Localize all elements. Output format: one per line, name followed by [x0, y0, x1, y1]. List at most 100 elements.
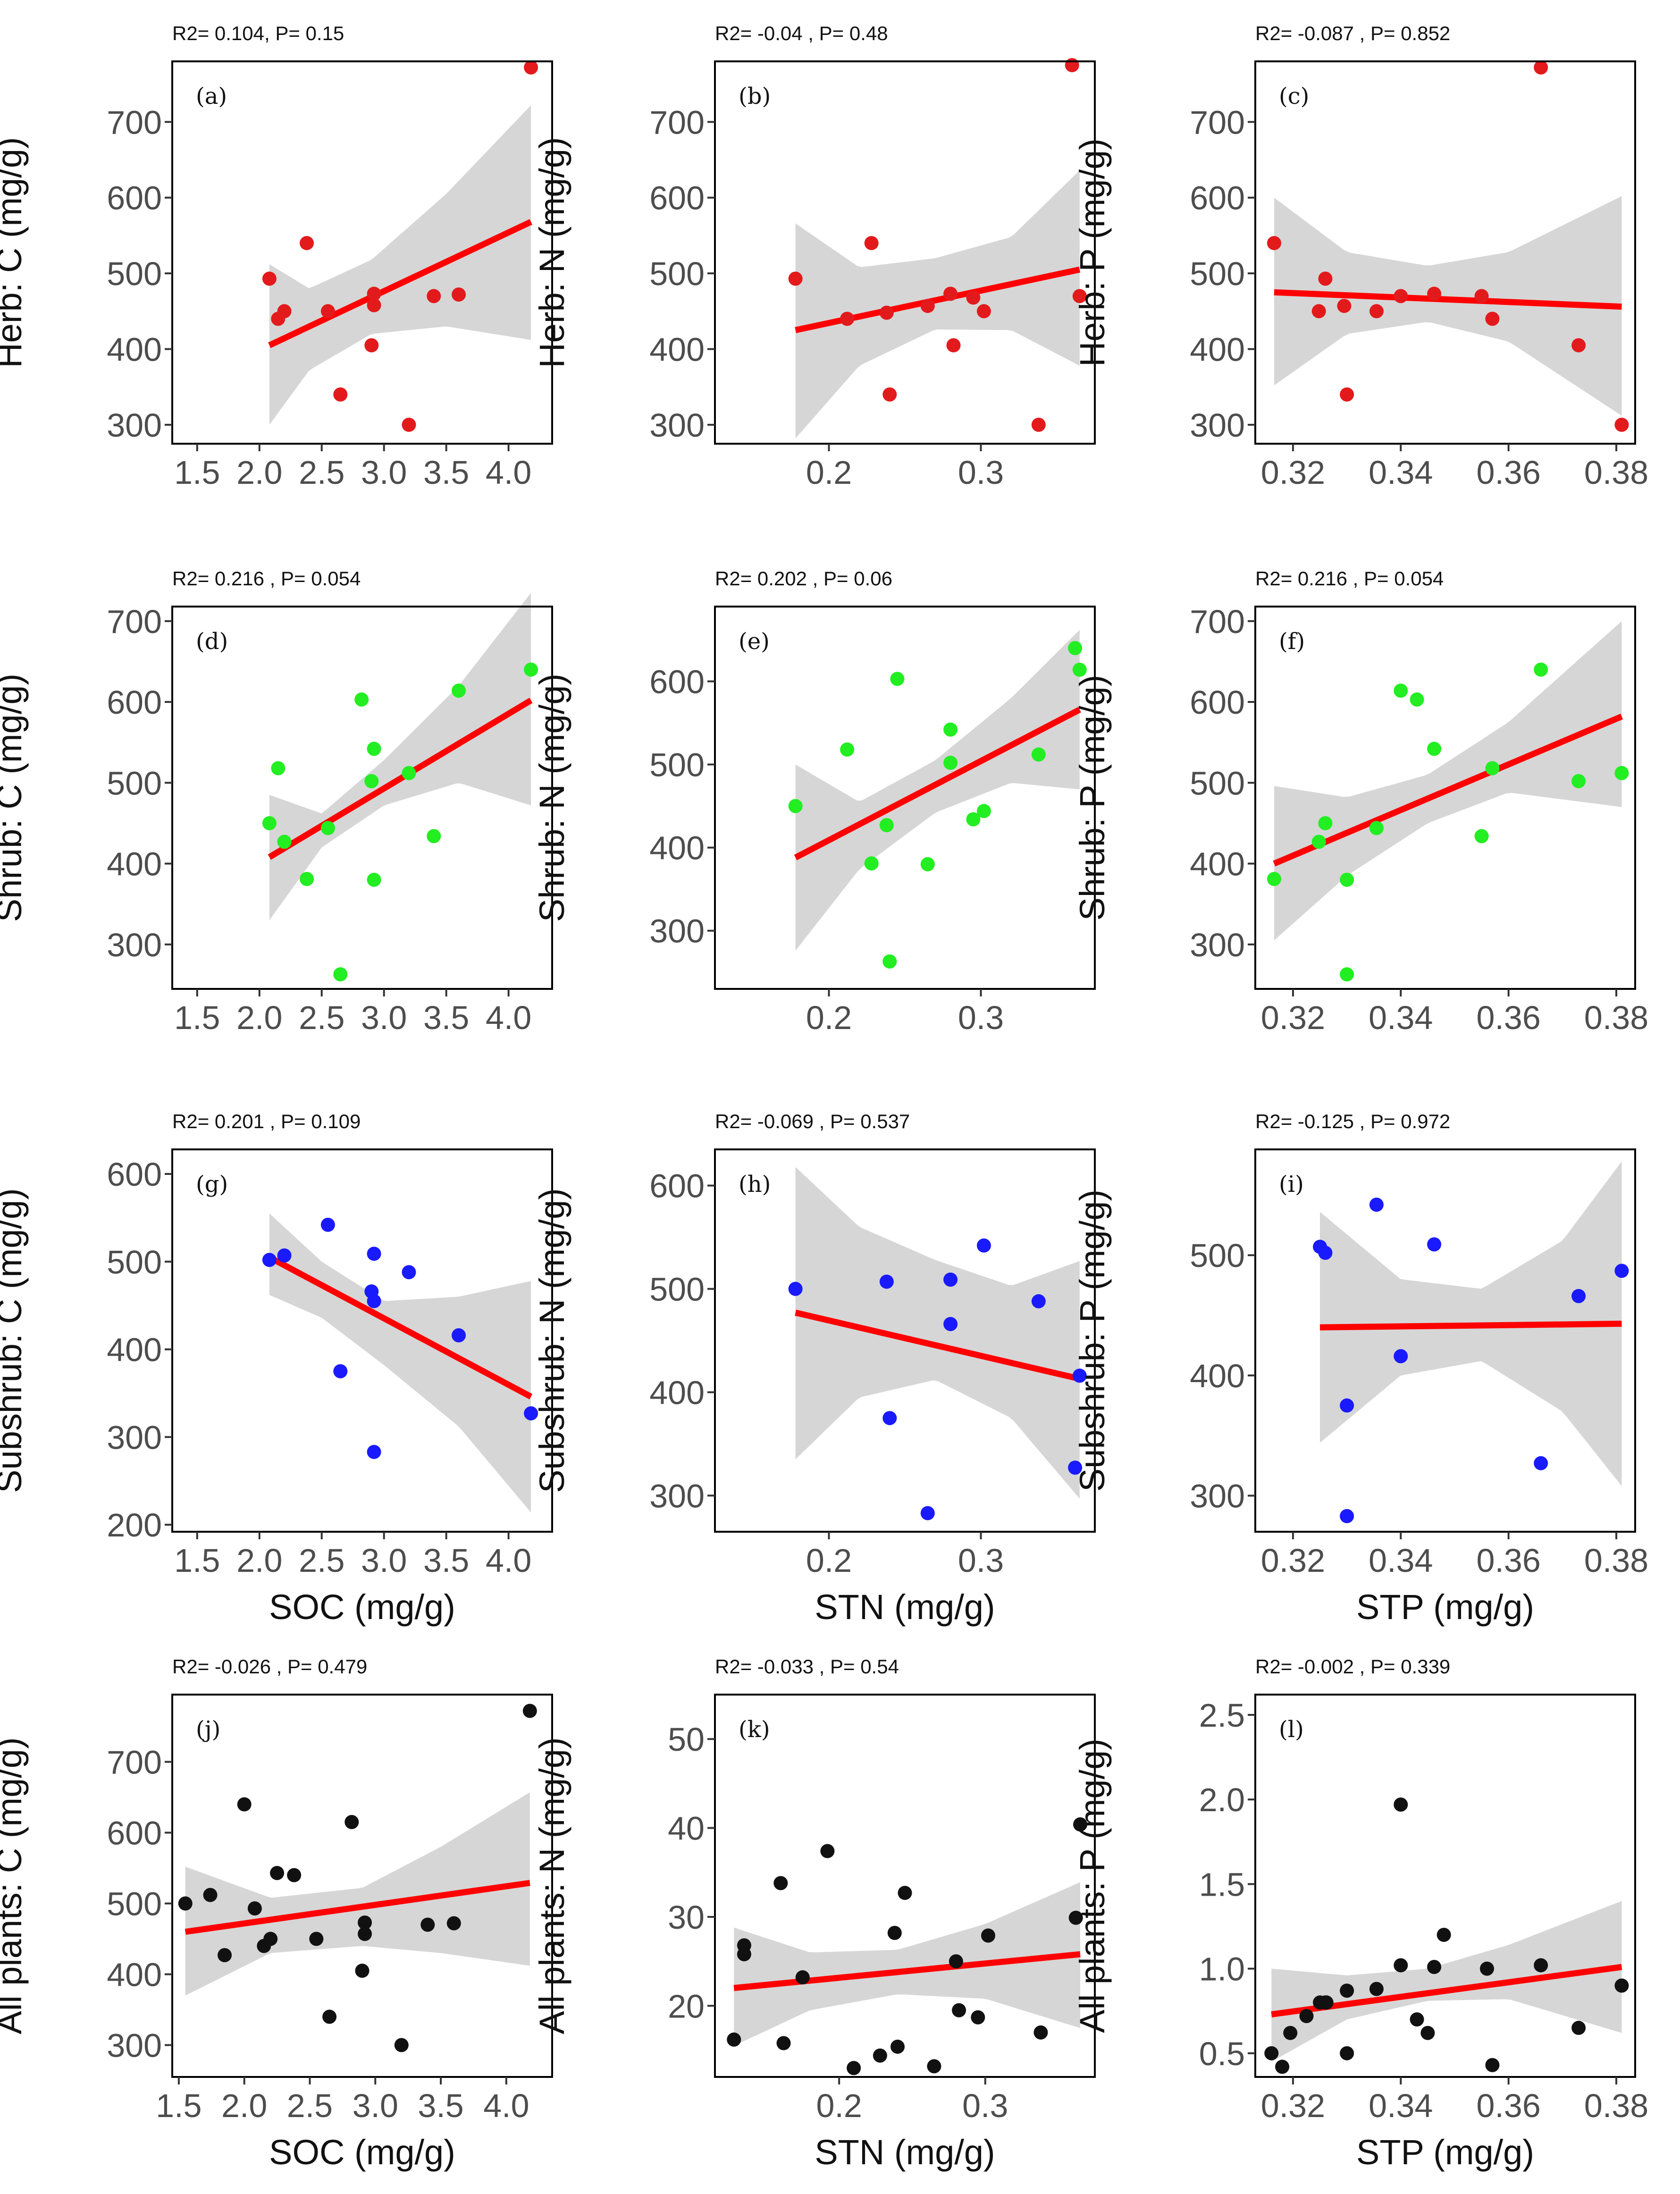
plot-frame	[714, 1148, 1096, 1533]
y-tick-label: 50	[668, 1721, 705, 1758]
data-point	[1474, 829, 1489, 844]
y-tick-label: 700	[649, 104, 705, 141]
data-point	[1394, 289, 1408, 304]
x-tick-label: 0.32	[1261, 2087, 1325, 2124]
y-tick-label: 300	[107, 927, 162, 963]
stats-caption: R2= -0.026 , P= 0.479	[172, 1655, 367, 1678]
x-tick-label: 2.0	[236, 454, 282, 491]
data-point	[367, 298, 381, 312]
data-point	[890, 672, 905, 686]
y-tick-label: 2.5	[1199, 1697, 1245, 1734]
data-point	[1318, 816, 1333, 830]
data-point	[1072, 289, 1087, 304]
x-axis-label: SOC (mg/g)	[269, 2133, 455, 2172]
x-tick-label: 0.36	[1477, 454, 1541, 491]
data-point	[727, 2032, 741, 2047]
regression-line	[185, 1880, 530, 1935]
regression-line	[1274, 289, 1622, 310]
data-point	[287, 1868, 302, 1882]
data-point	[1319, 1995, 1334, 2010]
data-point	[1614, 1264, 1629, 1278]
x-tick-label: 0.36	[1477, 999, 1541, 1036]
data-point	[943, 287, 958, 301]
confidence-band	[269, 105, 531, 425]
y-axis-label: Shrub: C (mg/g)	[0, 674, 29, 922]
data-point	[522, 1704, 537, 1718]
data-point	[864, 236, 879, 250]
data-point	[1485, 312, 1500, 326]
data-point	[1485, 2058, 1500, 2072]
data-point	[1311, 304, 1326, 319]
x-tick-label: 2.5	[287, 2087, 333, 2124]
regression-line	[794, 707, 1081, 861]
regression-line	[795, 1309, 1081, 1382]
data-point	[840, 312, 855, 326]
panel-b: R2= -0.04 , P= 0.48 (b) 0.2 0.3 300 400 500 600…	[532, 22, 1096, 491]
data-point	[524, 60, 538, 75]
data-point	[1073, 1817, 1088, 1832]
data-point	[840, 742, 855, 757]
x-tick-label: 1.5	[174, 999, 220, 1036]
data-point	[1420, 2025, 1435, 2040]
data-point	[788, 1282, 803, 1296]
panel-label: (h)	[739, 1171, 771, 1198]
data-point	[946, 338, 961, 353]
panel-f: R2= 0.216 , P= 0.054 (f) 0.32 0.34 0.36 0.38 3…	[1073, 567, 1648, 1036]
data-point	[1534, 1456, 1548, 1470]
y-tick-label: 400	[649, 1374, 705, 1411]
x-tick-label: 0.3	[962, 2087, 1008, 2124]
y-tick-label: 400	[649, 830, 705, 867]
y-tick-label: 600	[107, 1815, 162, 1852]
data-point	[452, 684, 466, 698]
data-point	[262, 271, 277, 286]
y-tick-label: 2.0	[1199, 1781, 1245, 1818]
panel-l: R2= -0.002 , P= 0.339 (l) 0.32 0.34 0.36 0.38…	[1073, 1655, 1648, 2172]
x-tick-label: 0.32	[1261, 999, 1325, 1036]
data-point	[271, 761, 286, 776]
data-point	[1031, 747, 1046, 762]
data-point	[1267, 872, 1281, 886]
panel-g: R2= 0.201 , P= 0.109 (g) 1.5 2.0 2.5 3.0 3.5 4.…	[0, 1110, 553, 1627]
data-point	[320, 1217, 335, 1232]
x-tick-label: 3.5	[423, 1542, 469, 1579]
x-tick-label: 3.5	[423, 454, 469, 491]
panel-h: R2= -0.069 , P= 0.537 (h) 0.2 0.3 300 400 500 6…	[532, 1110, 1096, 1627]
plot-frame	[171, 60, 553, 445]
panel-label: (f)	[1279, 628, 1305, 655]
data-point	[1340, 387, 1354, 402]
x-axis-label: STP (mg/g)	[1356, 2133, 1534, 2172]
confidence-band	[795, 630, 1080, 951]
data-point	[1394, 1797, 1408, 1812]
data-point	[1410, 2012, 1424, 2027]
y-tick-label: 500	[1190, 255, 1245, 292]
data-point	[1485, 761, 1500, 776]
data-point	[976, 804, 991, 819]
y-tick-label: 400	[1190, 1358, 1245, 1394]
plot-frame	[171, 1148, 553, 1533]
y-tick-label: 700	[107, 104, 162, 141]
y-tick-label: 0.5	[1199, 2035, 1245, 2072]
y-tick-label: 500	[107, 765, 162, 802]
y-tick-label: 500	[649, 255, 705, 292]
data-point	[1410, 692, 1424, 707]
regression-line	[268, 698, 533, 860]
x-tick-label: 3.0	[353, 2087, 398, 2124]
y-tick-label: 40	[668, 1810, 705, 1847]
stats-caption: R2= -0.033 , P= 0.54	[715, 1655, 899, 1678]
y-tick-label: 400	[649, 331, 705, 368]
stats-caption: R2= -0.125 , P= 0.972	[1255, 1110, 1450, 1132]
y-tick-label: 600	[649, 1168, 705, 1205]
data-point	[367, 1444, 381, 1459]
x-tick-label: 2.5	[299, 454, 344, 491]
data-point	[427, 289, 441, 304]
data-point	[1369, 1982, 1384, 1996]
y-tick-label: 400	[107, 1957, 162, 1993]
y-axis-label: Shrub: P (mg/g)	[1073, 675, 1112, 921]
data-point	[943, 756, 958, 770]
data-point	[1283, 2025, 1298, 2040]
data-point	[1033, 2025, 1048, 2040]
data-point	[237, 1797, 252, 1812]
data-point	[320, 304, 335, 319]
y-tick-label: 600	[1190, 180, 1245, 217]
y-tick-label: 1.5	[1199, 1866, 1245, 1903]
